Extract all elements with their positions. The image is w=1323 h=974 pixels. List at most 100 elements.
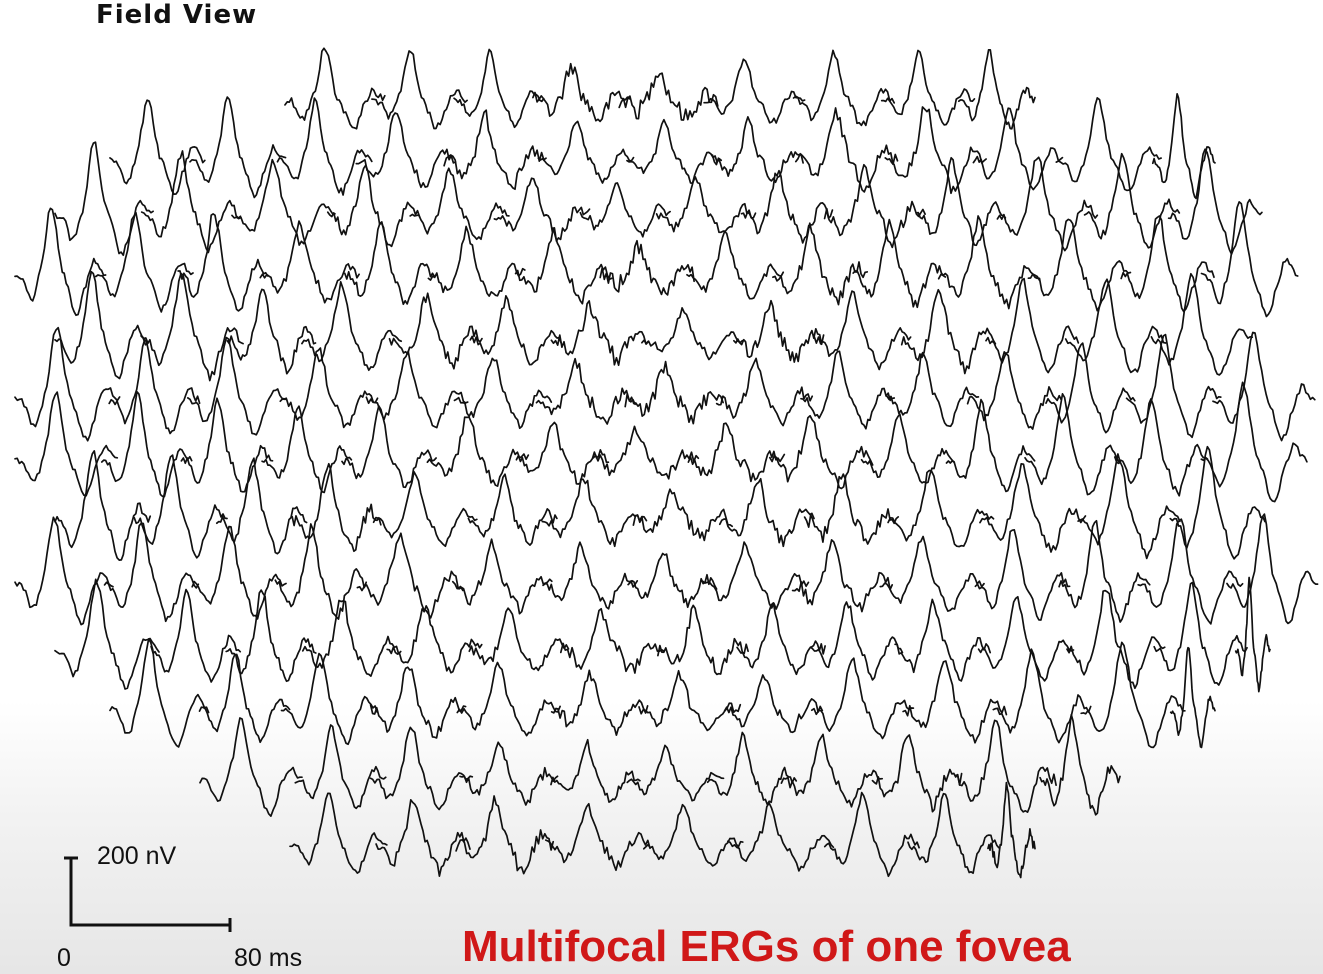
erg-trace bbox=[886, 351, 980, 428]
erg-trace bbox=[979, 463, 1087, 553]
erg-trace bbox=[966, 351, 1063, 430]
erg-trace bbox=[109, 638, 210, 748]
erg-trace bbox=[977, 595, 1075, 682]
erg-trace bbox=[259, 220, 360, 304]
erg-traces bbox=[14, 47, 1319, 879]
erg-trace bbox=[907, 792, 1000, 875]
erg-trace bbox=[180, 397, 274, 493]
erg-trace bbox=[887, 469, 995, 548]
erg-trace bbox=[198, 653, 291, 744]
erg-trace bbox=[723, 674, 824, 734]
erg-trace bbox=[1024, 393, 1122, 496]
erg-trace bbox=[813, 290, 912, 371]
erg-trace bbox=[559, 607, 665, 674]
erg-trace bbox=[1066, 589, 1166, 690]
erg-trace bbox=[453, 357, 553, 430]
erg-trace bbox=[443, 109, 547, 191]
erg-trace bbox=[780, 733, 884, 808]
erg-trace bbox=[638, 669, 742, 732]
erg-trace bbox=[369, 666, 467, 739]
erg-trace bbox=[1039, 713, 1121, 816]
erg-trace bbox=[14, 391, 119, 497]
erg-trace bbox=[294, 724, 387, 810]
erg-trace bbox=[199, 717, 303, 817]
erg-trace bbox=[880, 49, 976, 126]
erg-trace bbox=[54, 270, 149, 380]
erg-trace bbox=[792, 49, 896, 127]
erg-trace bbox=[803, 473, 900, 545]
erg-trace bbox=[369, 726, 474, 811]
erg-trace bbox=[768, 414, 874, 490]
erg-trace bbox=[974, 529, 1071, 621]
erg-trace bbox=[276, 97, 373, 196]
erg-trace bbox=[1058, 519, 1151, 623]
erg-trace bbox=[686, 230, 785, 300]
erg-trace bbox=[1169, 646, 1216, 749]
erg-trace bbox=[537, 120, 635, 184]
erg-trace bbox=[386, 605, 483, 674]
erg-trace bbox=[687, 422, 786, 483]
erg-trace bbox=[133, 454, 228, 559]
erg-trace bbox=[231, 158, 336, 246]
erg-trace bbox=[852, 218, 947, 309]
erg-trace bbox=[150, 588, 242, 683]
erg-trace bbox=[284, 47, 386, 130]
erg-trace bbox=[718, 477, 815, 548]
scale-amplitude-label: 200 nV bbox=[97, 842, 177, 870]
erg-trace bbox=[957, 48, 1036, 130]
erg-trace bbox=[532, 62, 631, 123]
erg-trace bbox=[706, 731, 798, 806]
erg-trace bbox=[515, 421, 610, 485]
erg-trace bbox=[426, 416, 530, 487]
erg-trace bbox=[1153, 581, 1248, 686]
erg-trace bbox=[884, 106, 987, 195]
erg-trace bbox=[996, 156, 1099, 252]
erg-trace bbox=[1200, 381, 1308, 503]
erg-trace bbox=[469, 295, 563, 366]
erg-trace bbox=[992, 648, 1092, 744]
erg-trace bbox=[341, 405, 437, 489]
erg-trace bbox=[902, 660, 1008, 744]
erg-trace bbox=[550, 669, 649, 736]
erg-trace bbox=[355, 112, 457, 189]
erg-trace bbox=[900, 288, 997, 375]
erg-trace bbox=[937, 215, 1041, 310]
erg-trace bbox=[54, 141, 154, 257]
erg-trace bbox=[1055, 97, 1162, 192]
erg-trace bbox=[343, 221, 436, 306]
erg-trace bbox=[274, 523, 368, 620]
erg-trace bbox=[261, 405, 353, 494]
scale-time-end-label: 80 ms bbox=[234, 944, 303, 972]
erg-trace bbox=[291, 462, 382, 553]
erg-trace bbox=[810, 657, 915, 740]
erg-trace bbox=[542, 541, 639, 610]
erg-trace bbox=[1200, 201, 1299, 318]
erg-trace bbox=[54, 450, 152, 561]
erg-trace bbox=[791, 539, 894, 613]
erg-trace bbox=[894, 598, 992, 682]
scale-bar bbox=[64, 856, 232, 932]
erg-trace bbox=[1113, 398, 1209, 497]
erg-trace bbox=[1226, 513, 1319, 625]
erg-trace bbox=[954, 719, 1057, 813]
erg-trace bbox=[1045, 342, 1136, 434]
erg-trace bbox=[100, 390, 193, 498]
erg-trace bbox=[1027, 218, 1132, 312]
erg-trace bbox=[535, 357, 636, 425]
erg-trace bbox=[289, 792, 388, 874]
erg-trace bbox=[1151, 92, 1216, 200]
erg-trace bbox=[618, 72, 719, 121]
erg-trace bbox=[1125, 333, 1222, 439]
erg-trace bbox=[703, 58, 806, 124]
erg-trace bbox=[388, 292, 483, 370]
erg-trace bbox=[356, 532, 464, 619]
erg-trace bbox=[427, 225, 526, 297]
erg-trace bbox=[544, 802, 651, 872]
erg-trace bbox=[280, 652, 379, 746]
erg-trace bbox=[632, 488, 734, 542]
erg-trace bbox=[226, 288, 317, 375]
erg-trace bbox=[809, 601, 904, 681]
erg-trace bbox=[642, 803, 744, 867]
erg-trace bbox=[514, 227, 613, 305]
erg-trace bbox=[468, 607, 570, 672]
